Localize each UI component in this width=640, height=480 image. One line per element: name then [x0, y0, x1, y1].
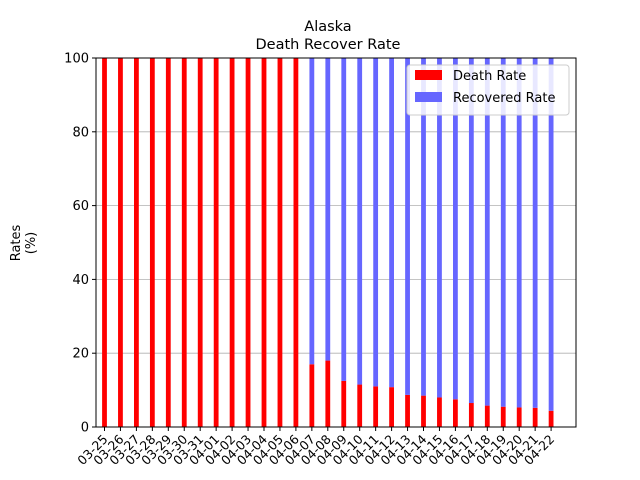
bar-death-rate-03-27 [134, 58, 139, 427]
legend: Death Rate Recovered Rate [406, 64, 570, 116]
bar-death-rate-04-20 [516, 407, 522, 427]
bar-death-rate-04-04 [261, 58, 267, 427]
bar-death-rate-04-10 [357, 384, 363, 427]
bar-recovered-rate-04-11 [373, 58, 379, 387]
bar-recovered-rate-04-20 [516, 58, 522, 408]
bar-recovered-rate-04-09 [341, 58, 347, 381]
y-tick-label: 60 [72, 199, 89, 214]
gridlines [96, 131, 576, 354]
y-tick-label: 100 [64, 52, 89, 67]
plot-frame [95, 57, 577, 428]
bar-death-rate-03-28 [149, 58, 155, 427]
bar-death-rate-04-21 [532, 407, 538, 427]
bar-death-rate-04-16 [453, 399, 458, 427]
bar-death-rate-04-12 [389, 387, 394, 427]
y-tick-label: 80 [72, 125, 89, 140]
bar-recovered-rate-04-13 [405, 58, 410, 395]
bar-death-rate-04-02 [229, 58, 235, 427]
legend-label-recovered-rate: Recovered Rate [453, 91, 556, 106]
bar-death-rate-04-08 [325, 360, 331, 427]
bar-death-rate-04-01 [213, 58, 219, 427]
legend-frame [406, 64, 570, 116]
y-axis-label-line1: Rates [9, 224, 24, 261]
bar-recovered-rate-04-21 [532, 58, 538, 408]
bar-death-rate-04-13 [405, 394, 410, 427]
y-tick-label: 40 [72, 273, 89, 288]
bar-recovered-rate-04-12 [389, 58, 394, 388]
chart-title-line1: Alaska [304, 19, 351, 35]
legend-label-death-rate: Death Rate [453, 69, 526, 84]
bar-death-rate-04-11 [373, 386, 379, 427]
legend-swatch-recovered-rate [415, 92, 442, 102]
bar-recovered-rate-04-17 [468, 58, 474, 404]
bar-recovered-rate-04-19 [500, 58, 506, 407]
x-axis: 03-2503-2603-2703-2803-2903-3003-3104-01… [74, 427, 557, 468]
bar-recovered-rate-04-18 [484, 58, 490, 406]
chart-title-line2: Death Recover Rate [256, 37, 401, 53]
bars [102, 58, 554, 427]
y-tick-label: 0 [81, 421, 89, 436]
bar-recovered-rate-04-14 [421, 58, 426, 396]
bar-recovered-rate-04-16 [453, 58, 458, 400]
bar-recovered-rate-04-08 [325, 58, 331, 361]
bar-death-rate-03-31 [197, 58, 203, 427]
bar-death-rate-04-05 [277, 58, 283, 427]
bar-recovered-rate-04-22 [548, 58, 554, 411]
bar-death-rate-04-18 [484, 405, 490, 427]
bar-recovered-rate-04-07 [309, 58, 315, 365]
bar-recovered-rate-04-10 [357, 58, 363, 385]
bar-death-rate-03-30 [181, 58, 187, 427]
bar-death-rate-04-17 [468, 403, 474, 427]
bar-death-rate-04-15 [437, 397, 442, 427]
bar-death-rate-04-09 [341, 380, 347, 427]
bar-death-rate-04-22 [548, 410, 554, 427]
bar-recovered-rate-04-15 [437, 58, 442, 398]
y-axis-label: Rates (%) [9, 224, 39, 261]
bar-death-rate-03-29 [165, 58, 171, 427]
bar-death-rate-04-06 [293, 58, 299, 427]
y-tick-label: 20 [72, 347, 89, 362]
bar-death-rate-04-07 [309, 364, 315, 427]
bar-death-rate-03-26 [118, 58, 123, 427]
bar-death-rate-04-14 [421, 395, 426, 427]
legend-swatch-death-rate [415, 70, 442, 80]
bar-death-rate-04-03 [245, 58, 251, 427]
y-axis: 0 20 40 60 80 100 [64, 52, 96, 436]
y-axis-label-line2: (%) [24, 232, 39, 255]
bar-death-rate-04-19 [500, 406, 506, 427]
bar-death-rate-03-25 [102, 58, 107, 427]
